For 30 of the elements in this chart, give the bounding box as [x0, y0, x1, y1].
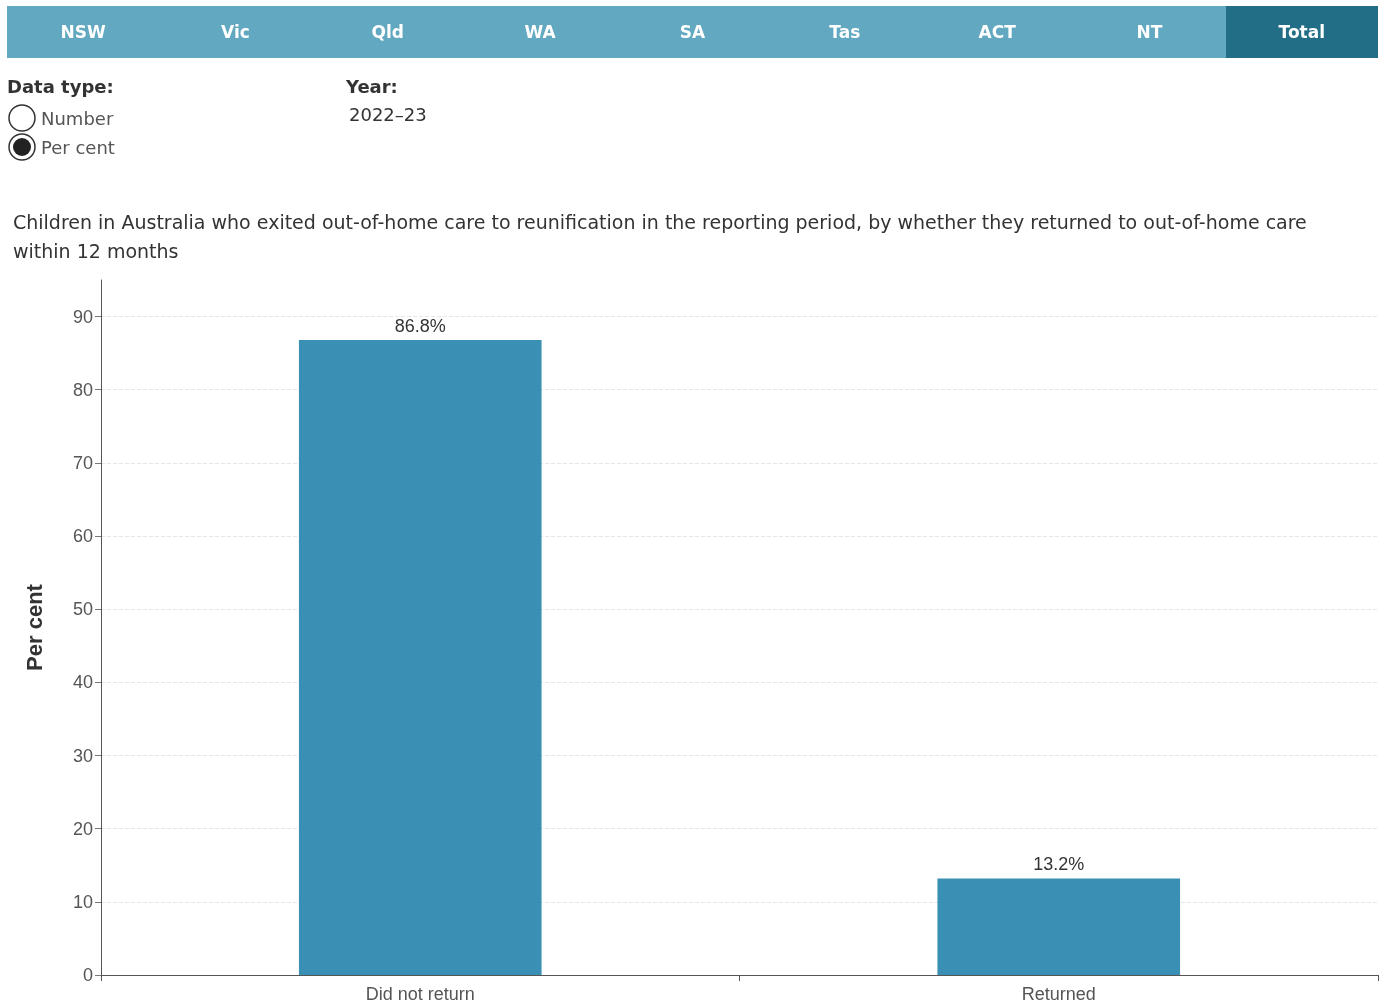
y-tick-label: 50: [72, 599, 93, 620]
text: NT: [1135, 21, 1164, 44]
text: Per cent: [41, 136, 115, 158]
text: Year:: [346, 76, 398, 97]
text: Vic: [220, 21, 251, 44]
y-tick-label: 0: [82, 965, 93, 985]
data-label: 86.8%: [394, 315, 446, 336]
text: NSW: [59, 21, 107, 44]
text: Tas: [828, 21, 862, 44]
text: 2022–23: [349, 104, 427, 125]
y-tick-label: 70: [72, 452, 93, 473]
y-tick-label: 10: [72, 891, 93, 912]
x-tick-label: Did not return: [365, 984, 475, 1004]
text: SA: [678, 21, 707, 44]
text: Number: [41, 107, 114, 129]
y-tick-label: 20: [72, 818, 93, 839]
y-tick-label: 90: [72, 306, 93, 327]
y-tick-label: 30: [72, 745, 93, 766]
chart-title: Children in Australia who exited out-of-home care to reunification in the reporting period, by whether they returned to out-of-home care within 12 months: [13, 210, 1308, 264]
text: Qld: [370, 21, 406, 44]
y-tick-label: 60: [72, 526, 93, 547]
y-axis-title: Per cent: [21, 583, 47, 671]
text: WA: [523, 21, 557, 44]
text: Total: [1225, 6, 1378, 58]
text: Data type:: [7, 76, 114, 97]
y-tick-label: 40: [72, 672, 93, 693]
data-label: 13.2%: [1033, 854, 1085, 875]
text: ACT: [977, 21, 1017, 44]
x-tick-label: Returned: [1021, 984, 1096, 1004]
y-tick-label: 80: [72, 379, 93, 400]
